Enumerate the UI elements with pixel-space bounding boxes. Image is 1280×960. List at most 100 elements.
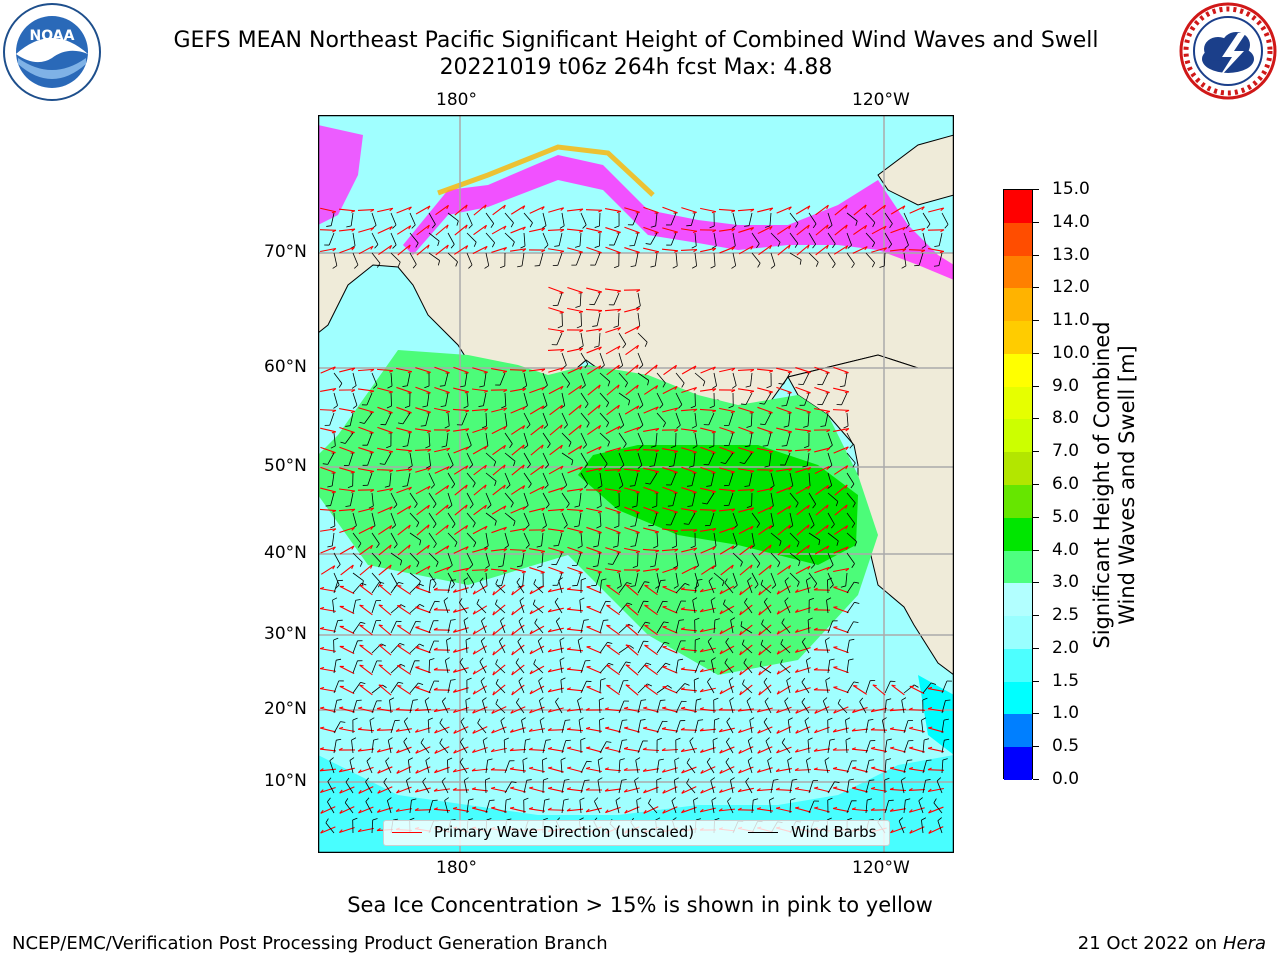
colorbar-tick-mark: [1033, 320, 1039, 322]
wave-direction-arrowhead: [559, 311, 564, 314]
wave-direction-arrowhead: [655, 428, 660, 432]
wave-direction-arrowhead: [548, 766, 553, 769]
wind-barb-feather: [580, 737, 586, 741]
wave-direction-arrow: [548, 707, 564, 713]
wave-direction-arrow: [397, 665, 411, 675]
wind-barb-feather: [543, 424, 548, 429]
wind-barb-feather: [409, 817, 415, 821]
wave-direction-arrow: [453, 607, 469, 613]
wave-direction-arrow: [604, 768, 622, 772]
wave-direction-arrow: [396, 728, 412, 732]
wave-direction-arrowhead: [407, 412, 412, 414]
wave-direction-arrow: [566, 508, 584, 512]
wind-barb-feather: [729, 697, 734, 701]
wind-barb: [390, 252, 401, 263]
wind-barb-feather: [741, 639, 745, 645]
wave-direction-arrowhead: [579, 385, 583, 390]
wind-barb: [441, 781, 449, 794]
wave-direction-arrow: [625, 664, 639, 676]
wave-direction-arrow: [775, 789, 793, 791]
wave-direction-arrow: [396, 766, 412, 774]
wind-barb-feather: [542, 757, 548, 761]
wind-barb: [709, 512, 715, 526]
wind-barb-feather: [626, 582, 632, 585]
wave-direction-arrow: [396, 808, 412, 812]
wave-direction-arrowhead: [339, 789, 343, 794]
wave-direction-arrowhead: [331, 211, 336, 214]
wind-barb-feather: [523, 797, 529, 801]
wave-direction-arrowhead: [788, 486, 792, 491]
wind-barb-feather: [739, 462, 745, 465]
wave-direction-arrow: [757, 207, 773, 213]
wave-direction-arrowhead: [434, 749, 438, 754]
wind-barb: [428, 532, 437, 544]
wave-direction-arrow: [718, 508, 736, 512]
wind-barb: [352, 252, 359, 266]
wave-direction-arrow: [529, 548, 545, 552]
colorbar-segment: [1004, 517, 1032, 551]
wave-direction-arrowhead: [511, 671, 514, 676]
wave-direction-arrowhead: [465, 484, 468, 489]
wind-barb: [884, 700, 887, 714]
wind-barb-feather: [568, 442, 572, 448]
wave-direction-arrowhead: [807, 544, 810, 550]
wave-direction-arrow: [814, 566, 830, 574]
wind-barb: [351, 740, 354, 754]
wind-barb-feather: [730, 617, 736, 621]
lat-label-60n: 60°N: [264, 357, 307, 377]
wave-direction-arrow: [681, 386, 697, 394]
wind-barb: [484, 779, 487, 794]
wave-direction-arrow: [852, 706, 868, 714]
wind-barb: [541, 532, 544, 546]
wave-direction-arrow: [794, 428, 812, 432]
wave-direction-arrow: [415, 606, 431, 614]
wind-barb: [670, 232, 677, 246]
wind-barb-feather: [650, 565, 656, 568]
wave-direction-arrow: [795, 607, 811, 613]
wave-direction-arrow: [700, 546, 716, 554]
wind-barb: [409, 212, 416, 226]
wind-barb-feather: [799, 259, 802, 265]
wave-direction-arrow: [643, 527, 659, 533]
colorbar-segment: [1004, 386, 1032, 420]
colorbar-tick-mark: [1033, 713, 1039, 715]
wave-direction-arrowhead: [510, 806, 515, 809]
wind-barb: [329, 412, 335, 426]
wind-barb: [597, 760, 601, 774]
wind-barb-feather: [607, 381, 611, 387]
wind-barb-feather: [547, 443, 551, 449]
wind-barb-feather: [425, 465, 431, 469]
wind-barb-feather: [606, 422, 610, 428]
wind-barb-feather: [539, 717, 545, 721]
wave-direction-arrowhead: [807, 524, 810, 529]
wave-direction-arrowhead: [826, 545, 830, 550]
wave-direction-arrowhead: [674, 407, 679, 412]
wave-direction-arrowhead: [616, 490, 622, 494]
wave-direction-arrow: [871, 788, 887, 792]
wind-barb-feather: [803, 445, 809, 449]
wave-direction-arrowhead: [711, 431, 716, 434]
wave-direction-arrow: [757, 746, 773, 754]
wind-barb: [846, 512, 856, 524]
wind-barb: [711, 800, 715, 814]
wind-barb-feather: [936, 777, 942, 782]
wave-direction-arrow: [377, 207, 393, 213]
wave-direction-arrow: [815, 484, 829, 496]
wind-barb: [344, 432, 354, 444]
wave-direction-arrow: [643, 406, 659, 414]
wind-barb: [534, 622, 544, 634]
wind-barb: [523, 452, 531, 465]
wind-barb: [787, 720, 791, 734]
wind-barb: [865, 680, 871, 694]
wave-direction-arrowhead: [864, 204, 867, 209]
wind-barb-feather: [491, 242, 495, 248]
wind-barb: [465, 640, 468, 654]
colorbar-tick-mark: [1033, 385, 1039, 387]
wave-direction-arrow: [758, 604, 772, 616]
wave-direction-arrow: [604, 708, 622, 712]
wind-barb: [428, 620, 434, 634]
wave-direction-arrowhead: [491, 709, 495, 714]
wind-barb: [708, 412, 715, 426]
wave-direction-arrowhead: [427, 524, 430, 529]
wave-direction-arrow: [529, 485, 545, 495]
